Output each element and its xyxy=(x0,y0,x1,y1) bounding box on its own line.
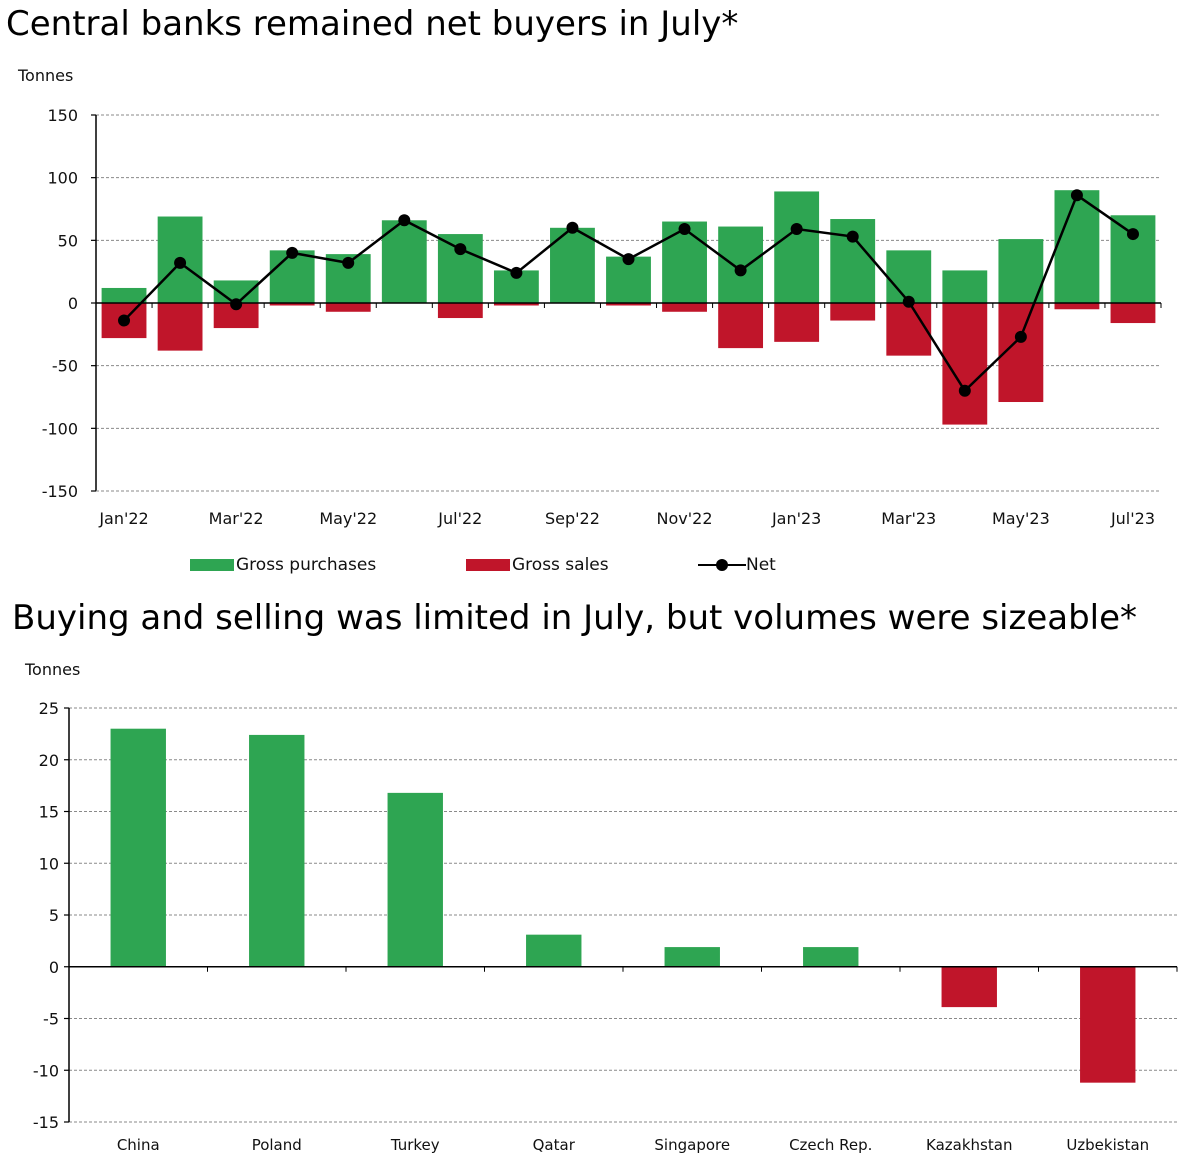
c1-bar-purchase xyxy=(381,220,427,303)
c1-ytick-label: -50 xyxy=(52,357,78,376)
c2-xtick-label: Kazakhstan xyxy=(926,1136,1012,1154)
c1-bar-purchase xyxy=(942,270,988,303)
c2-xtick-label: Singapore xyxy=(654,1136,730,1154)
c2-bar-uzbekistan xyxy=(1080,966,1136,1083)
c1-bar-sale xyxy=(437,303,483,319)
c2-bar-poland xyxy=(249,734,305,967)
c1-xtick-label: Mar'22 xyxy=(209,509,264,528)
chart1-title: Central banks remained net buyers in Jul… xyxy=(6,4,739,44)
c1-bar-sale xyxy=(662,303,707,312)
c1-bar-purchase xyxy=(269,250,315,303)
chart1-plot: 150 100 50 0 -50 -100 -150 Jan'22 Mar'22 May'22 Ju… xyxy=(42,106,1162,528)
c1-ytick-label: 150 xyxy=(47,106,78,125)
legend-net-marker xyxy=(698,558,746,572)
c2-ytick-label: -10 xyxy=(33,1061,59,1080)
c1-xtick-label: Jul'22 xyxy=(437,509,482,528)
c2-ytick-label: 25 xyxy=(39,699,59,718)
c2-xtick-label: China xyxy=(117,1136,160,1154)
c2-bar-kazakhstan xyxy=(941,966,997,1008)
c1-ytick-label: -100 xyxy=(42,419,78,438)
c2-ytick-label: 0 xyxy=(49,958,59,977)
c1-bar-sale xyxy=(942,303,988,425)
c1-net-point xyxy=(342,256,355,269)
c1-bar-purchase xyxy=(998,239,1044,303)
c1-bar-purchase xyxy=(1054,190,1100,303)
c1-net-point xyxy=(902,295,915,308)
c1-ytick-label: 0 xyxy=(68,294,78,313)
c1-bar-sale xyxy=(157,303,203,351)
legend-sales-swatch xyxy=(466,559,510,571)
c2-xtick-label: Qatar xyxy=(533,1136,576,1154)
c2-bar-singapore xyxy=(664,947,720,967)
c2-xtick-label: Czech Rep. xyxy=(789,1136,872,1154)
c1-net-point xyxy=(286,246,299,259)
c1-bar-sale xyxy=(886,303,932,356)
c2-ytick-label: 15 xyxy=(39,803,59,822)
legend-purchases-swatch xyxy=(190,559,234,571)
c1-net-point xyxy=(566,221,579,234)
chart2-unit-label: Tonnes xyxy=(25,660,81,679)
c1-ytick-label: 50 xyxy=(58,231,78,250)
legend-net-label: Net xyxy=(746,555,776,575)
legend-net: Net xyxy=(698,553,776,577)
c2-bar-czech-rep xyxy=(803,947,859,967)
c1-net-point xyxy=(790,223,803,236)
c1-net-point xyxy=(398,214,411,227)
c2-bar-qatar xyxy=(526,934,582,967)
c1-bar-sale xyxy=(1054,303,1100,310)
legend-sales-label: Gross sales xyxy=(512,555,609,575)
chart2-title: Buying and selling was limited in July, … xyxy=(12,598,1138,638)
c2-ytick-label: -5 xyxy=(43,1010,59,1029)
c1-bar-sale xyxy=(325,303,371,312)
c1-net-point xyxy=(118,314,131,327)
c1-net-point xyxy=(1014,330,1027,343)
c1-net-point xyxy=(454,243,467,256)
c1-bar-sale xyxy=(606,303,651,306)
c1-bar-sale xyxy=(718,303,764,349)
c2-xtick-label: Poland xyxy=(252,1136,302,1154)
c1-net-point xyxy=(174,256,187,269)
c1-bar-sale xyxy=(774,303,820,342)
c2-ytick-label: 5 xyxy=(49,906,59,925)
c1-xtick-label: Sep'22 xyxy=(545,509,600,528)
c2-bar-china xyxy=(110,728,166,967)
c1-xtick-label: Jan'23 xyxy=(771,509,821,528)
c1-net-point xyxy=(958,384,971,397)
c1-net-point xyxy=(230,298,243,311)
legend-purchases: Gross purchases xyxy=(190,553,376,577)
c1-net-point xyxy=(1070,189,1083,202)
c1-ytick-label: 100 xyxy=(47,169,78,188)
c1-bar-purchase xyxy=(101,287,147,303)
c2-ytick-label: 10 xyxy=(39,854,59,873)
c1-xtick-label: Jan'22 xyxy=(98,509,148,528)
c1-net-point xyxy=(1126,228,1139,241)
c1-xtick-label: May'22 xyxy=(319,509,377,528)
c1-ytick-label: -150 xyxy=(42,482,78,501)
legend-purchases-label: Gross purchases xyxy=(236,555,377,575)
c1-bar-sale xyxy=(1110,303,1156,324)
c2-ytick-label: 20 xyxy=(39,751,59,770)
c1-bar-sale xyxy=(830,303,876,321)
c2-ytick-label: -15 xyxy=(33,1113,59,1132)
c1-bar-sale xyxy=(269,303,315,306)
c1-bar-sale xyxy=(493,303,539,306)
c1-xtick-label: May'23 xyxy=(992,509,1050,528)
c1-net-point xyxy=(678,223,691,236)
c1-bar-purchase xyxy=(662,221,707,303)
c1-xtick-label: Mar'23 xyxy=(881,509,936,528)
c2-xtick-label: Uzbekistan xyxy=(1066,1136,1149,1154)
c1-bar-purchase xyxy=(886,250,932,303)
c1-net-point xyxy=(622,253,635,266)
c2-xtick-label: Turkey xyxy=(390,1136,440,1154)
c1-bar-purchase xyxy=(774,191,820,303)
c1-xtick-label: Jul'23 xyxy=(1110,509,1155,528)
c1-xtick-label: Nov'22 xyxy=(657,509,713,528)
c2-bar-turkey xyxy=(387,792,443,967)
chart1-unit-label: Tonnes xyxy=(18,66,74,85)
legend-sales: Gross sales xyxy=(466,553,609,577)
c1-net-point xyxy=(734,264,747,277)
c1-net-point xyxy=(846,230,859,243)
c1-net-point xyxy=(510,266,523,279)
